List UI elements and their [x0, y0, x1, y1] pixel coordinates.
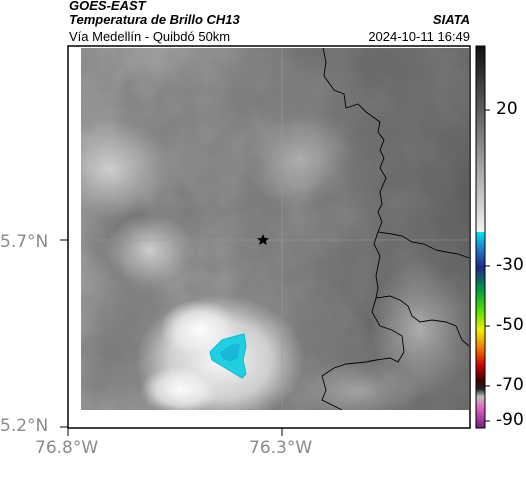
latitude-tick-label: 5.2°N: [0, 416, 49, 436]
longitude-tick-label: 76.8°W: [35, 438, 99, 458]
product-title: Temperatura de Brillo CH13: [69, 12, 240, 27]
colorbar-tick-label: -50: [496, 315, 524, 335]
organization-label: SIATA: [432, 12, 470, 27]
longitude-tick-label: 76.3°W: [249, 438, 313, 458]
timestamp: 2024-10-11 16:49: [368, 29, 470, 44]
map-border: [67, 45, 471, 429]
region-label: Vía Medellín - Quibdó 50km: [69, 29, 231, 44]
star-icon: [257, 234, 269, 245]
satellite-source: GOES-EAST: [69, 0, 146, 13]
latitude-tick-label: 5.7°N: [0, 232, 49, 252]
imagery-layer: [81, 48, 469, 410]
colorbar: [475, 45, 490, 429]
department-border: [377, 231, 469, 259]
colorbar-tick-label: -70: [496, 375, 524, 395]
colorbar-tick-label: 20: [496, 99, 518, 119]
department-border: [375, 295, 469, 347]
colorbar-tick-label: -90: [496, 410, 524, 430]
colorbar-tick-label: -30: [496, 255, 524, 275]
coastline: [321, 48, 405, 410]
